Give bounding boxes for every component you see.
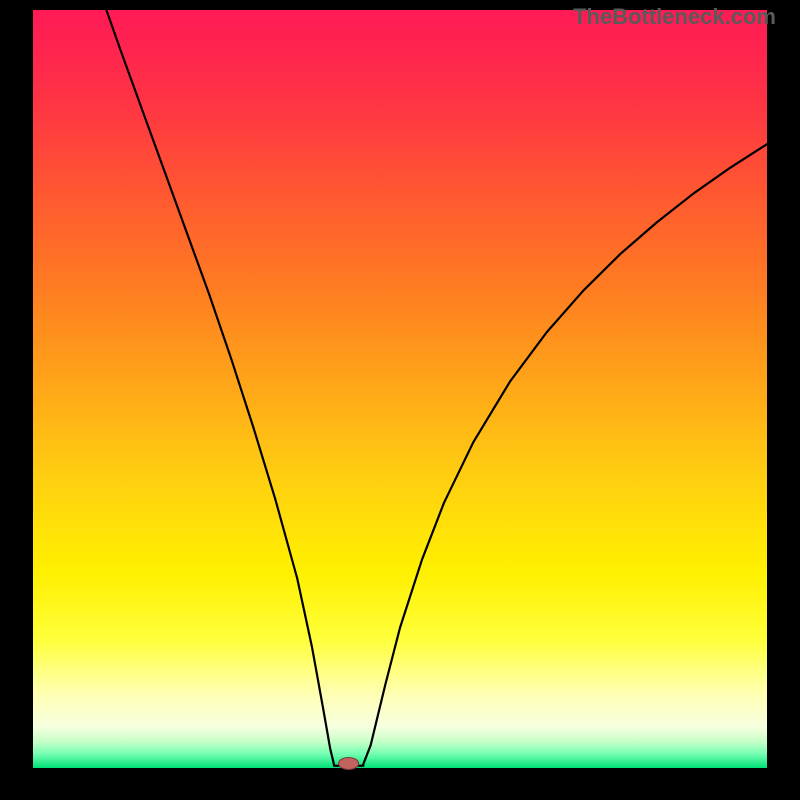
chart-svg	[0, 0, 800, 800]
watermark-text: TheBottleneck.com	[573, 4, 776, 30]
plot-background-gradient	[33, 10, 767, 768]
optimal-point-marker	[339, 757, 359, 769]
chart-container: TheBottleneck.com	[0, 0, 800, 800]
